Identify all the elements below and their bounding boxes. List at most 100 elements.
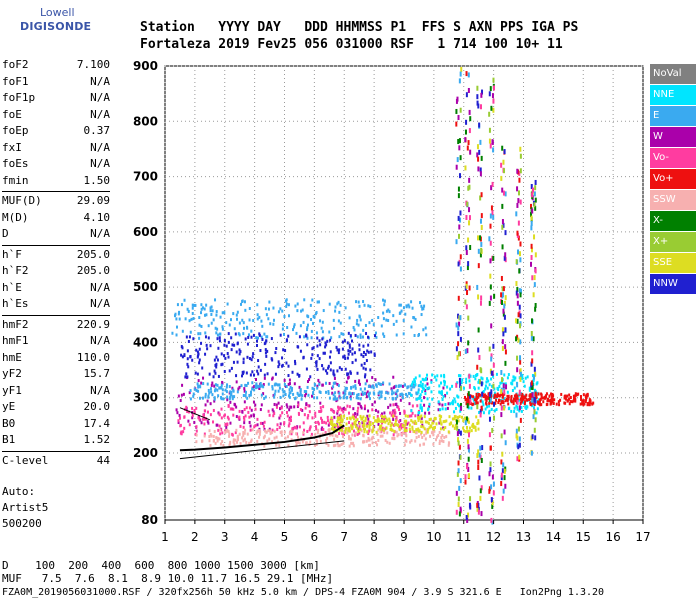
echo-point [372,391,375,395]
echo-point [258,333,261,337]
echo-point [204,335,207,339]
interference-point [467,391,470,397]
interference-point [479,252,482,258]
interference-point [477,263,480,269]
echo-point [365,359,368,363]
echo-point [368,438,371,442]
interference-point [491,474,494,480]
echo-point [283,390,286,394]
interference-point [519,153,522,159]
echo-point [186,410,189,414]
echo-point [432,433,435,437]
echo-point [417,434,420,438]
echo-point [420,425,423,429]
echo-point [564,397,567,401]
echo-point [316,386,319,390]
echo-point [403,429,406,433]
echo-point [431,421,434,425]
interference-point [518,268,521,274]
interference-point [455,346,458,352]
echo-point [313,382,316,386]
interference-point [457,341,460,347]
echo-point [405,419,408,423]
echo-point [345,380,348,384]
echo-point [339,321,342,325]
echo-point [390,423,393,427]
echo-point [203,307,206,311]
echo-point [382,298,385,302]
echo-point [413,380,416,384]
interference-point [488,236,491,242]
echo-point [197,332,200,336]
echo-point [383,303,386,307]
echo-point [409,393,412,397]
echo-point [187,410,190,414]
echo-point [436,374,439,378]
echo-point [321,330,324,334]
echo-point [367,343,370,347]
interference-point [489,397,492,403]
echo-point [258,315,261,319]
echo-point [297,441,300,445]
echo-point [466,429,469,433]
echo-point [433,425,436,429]
echo-point [216,333,219,337]
interference-point [467,185,470,191]
echo-point [338,335,341,339]
echo-point [484,395,487,399]
echo-point [372,425,375,429]
interference-point [534,417,537,423]
echo-point [268,300,271,304]
interference-point [517,190,520,196]
echo-point [477,421,480,425]
echo-point [260,319,263,323]
echo-point [359,335,362,339]
interference-point [534,197,537,203]
echo-point [231,395,234,399]
echo-point [497,400,500,404]
echo-point [315,425,318,429]
echo-point [423,403,426,407]
echo-point [266,349,269,353]
echo-point [209,402,212,406]
echo-point [303,389,306,393]
interference-point [456,157,459,163]
echo-point [420,414,423,418]
interference-point [519,146,522,152]
echo-point [232,389,235,393]
echo-point [411,425,414,429]
interference-point [489,273,492,279]
echo-point [201,366,204,370]
echo-point [356,335,359,339]
interference-point [491,210,494,216]
param-name: foE [2,107,22,121]
echo-point [298,425,301,429]
interference-point [504,327,507,333]
echo-point [178,413,181,417]
interference-point [515,336,518,342]
echo-point [292,328,295,332]
echo-point [370,428,373,432]
interference-point [459,173,462,179]
echo-point [397,384,400,388]
echo-point [366,422,369,426]
echo-point [392,322,395,326]
echo-point [419,415,422,419]
echo-point [175,408,178,412]
echo-point [207,394,210,398]
echo-point [417,419,420,423]
echo-point [400,392,403,396]
interference-point [476,100,479,106]
interference-point [533,202,536,208]
echo-point [414,383,417,387]
interference-point [516,300,519,306]
interference-point [492,77,495,83]
interference-point [519,323,522,329]
echo-point [263,373,266,377]
echo-point [582,403,585,407]
echo-point [198,396,201,400]
echo-point [546,402,549,406]
echo-point [247,410,250,414]
param-value: 29.09 [76,194,110,207]
echo-point [260,393,263,397]
